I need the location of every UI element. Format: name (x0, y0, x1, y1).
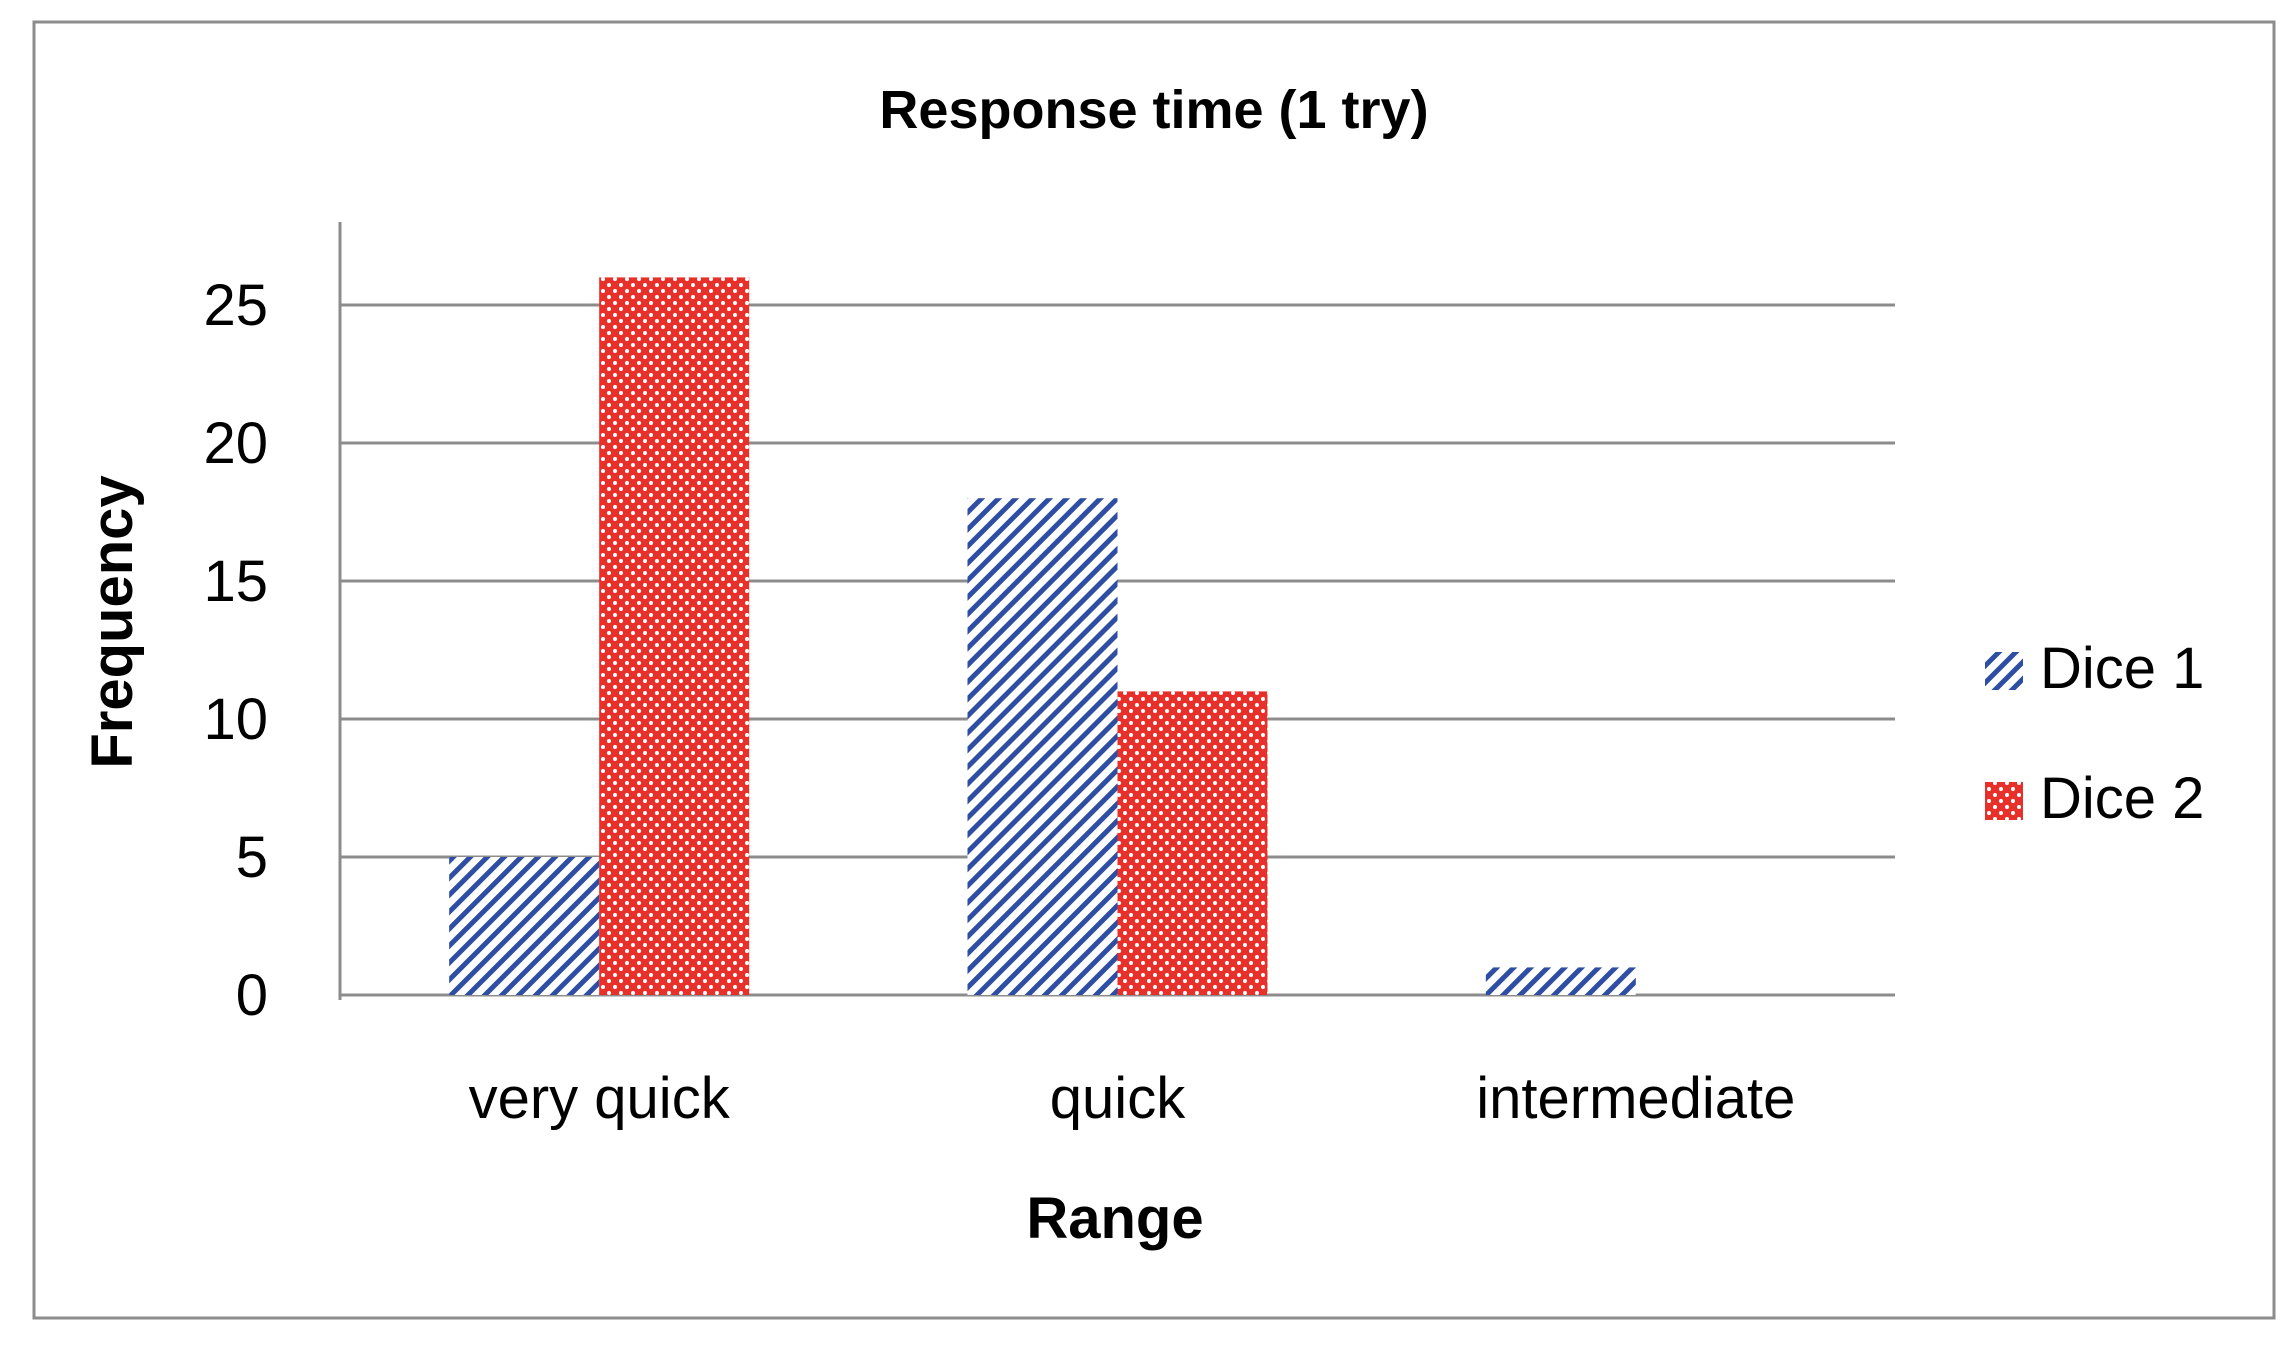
x-tick-label: intermediate (1476, 1066, 1795, 1131)
y-tick-labels: 0 5 10 15 20 25 (203, 273, 268, 1028)
x-axis-title: Range (1026, 1186, 1203, 1251)
chart-border (32, 20, 2276, 1320)
legend: Dice 1 Dice 2 (1985, 636, 2204, 831)
legend-swatch (1985, 652, 2023, 690)
chart-title: Response time (1 try) (879, 80, 1428, 140)
y-tick-label: 25 (203, 273, 268, 338)
x-tick-label: quick (1050, 1066, 1186, 1131)
bar-dice-1 (967, 498, 1118, 995)
bar-dice-2 (1117, 691, 1268, 995)
x-tick-labels: very quick quick intermediate (469, 1066, 1796, 1131)
bar-dice-1 (1485, 967, 1636, 995)
bar-dice-2 (599, 277, 750, 995)
x-tick-label: very quick (469, 1066, 731, 1131)
legend-label: Dice 1 (2040, 636, 2204, 701)
y-tick-label: 0 (236, 963, 268, 1028)
y-tick-label: 15 (203, 549, 268, 614)
y-tick-label: 20 (203, 411, 268, 476)
bar-dice-1 (449, 857, 600, 995)
legend-label: Dice 2 (2040, 766, 2204, 831)
y-axis-title: Frequency (80, 475, 145, 768)
bars (449, 277, 1636, 995)
legend-swatch (1985, 782, 2023, 820)
y-tick-label: 10 (203, 687, 268, 752)
y-tick-label: 5 (236, 825, 268, 890)
